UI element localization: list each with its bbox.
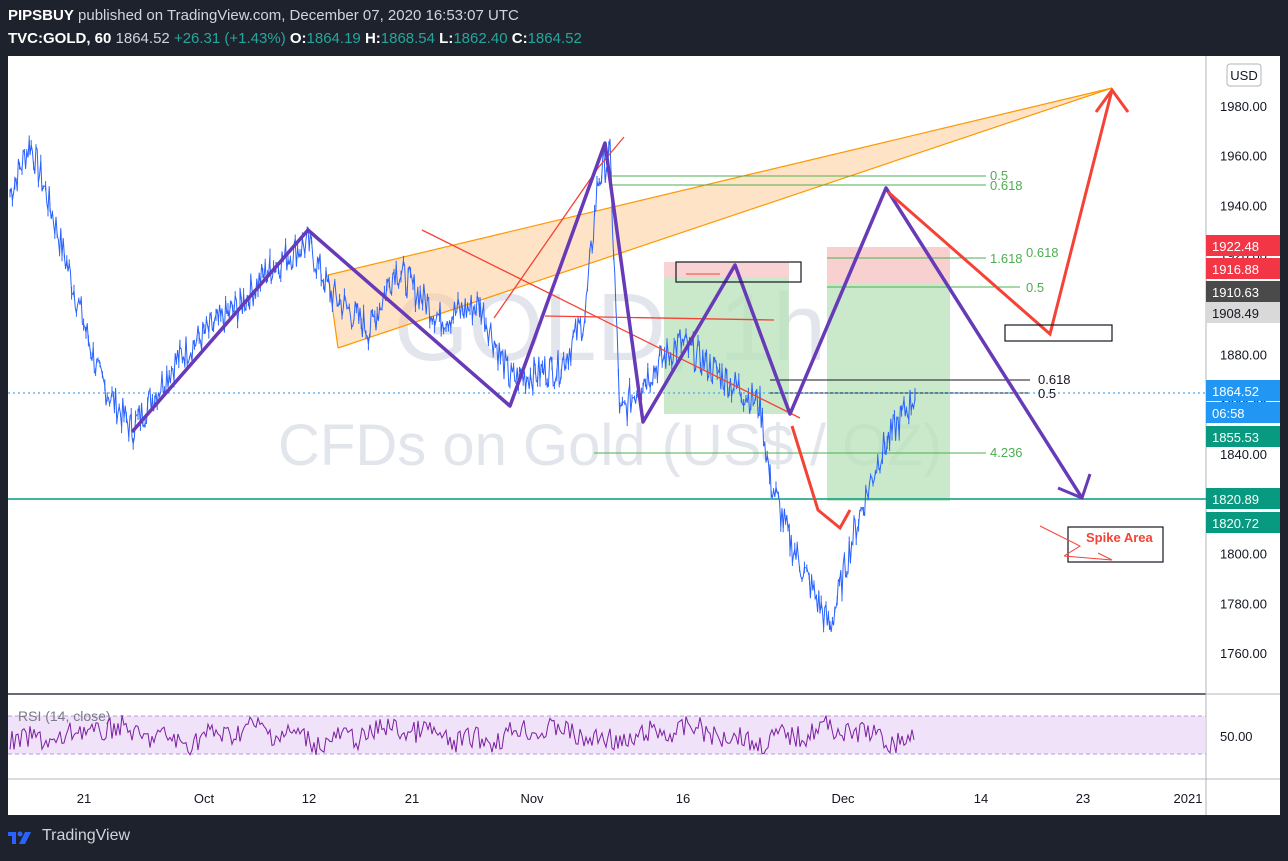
price-change: +26.31 (+1.43%): [173, 30, 286, 47]
spike-arrow-2: [1063, 552, 1113, 561]
position-2-stop-zone[interactable]: [827, 247, 950, 284]
tradingview-icon: [8, 831, 31, 844]
price-label-bg: [1206, 258, 1280, 279]
price-label-bg: [1206, 402, 1280, 423]
price-label: 1916.88: [1212, 262, 1259, 277]
time-tick-label: Oct: [194, 791, 215, 806]
time-tick-label: Nov: [520, 791, 544, 806]
price-label: 1922.48: [1212, 239, 1259, 254]
price-tick-label: 1760.00: [1220, 646, 1267, 661]
symbol-name[interactable]: TVC:GOLD, 60: [8, 30, 112, 47]
price-label-bg: [1206, 281, 1280, 302]
fib-label-mid-05: 0.5: [1026, 280, 1044, 295]
fib-label-top-0618: 0.618: [990, 178, 1023, 193]
time-scale-labels: 21 Oct 12 21 Nov 16 Dec 14 23 2021: [77, 791, 1203, 806]
close-value: 1864.52: [527, 30, 582, 47]
publish-line: PIPSBUY published on TradingView.com, De…: [8, 7, 519, 24]
time-tick-label: 21: [77, 791, 91, 806]
time-tick-label: 2021: [1174, 791, 1203, 806]
currency-label: USD: [1230, 68, 1257, 83]
price-line: [9, 138, 916, 632]
annotation-box-1[interactable]: [675, 261, 802, 283]
red-trendline-2[interactable]: [493, 167, 599, 319]
price-scale-labels: 1922.48 1916.88 1910.63 1908.49 1864.52 06:58…: [1206, 235, 1280, 533]
fib-label-4236: 4.236: [990, 445, 1023, 460]
fib-label-top-05: 0.5: [990, 168, 1008, 183]
time-tick-label: 23: [1076, 791, 1090, 806]
publisher-name[interactable]: PIPSBUY: [8, 7, 74, 24]
wedge-fill[interactable]: [328, 88, 1112, 348]
price-label: 1855.53: [1212, 430, 1259, 445]
open-value: 1864.19: [306, 30, 361, 47]
harmonic-pattern-path[interactable]: [130, 141, 1084, 499]
last-price: 1864.52: [115, 30, 170, 47]
rsi-line[interactable]: [9, 714, 915, 756]
published-text: published on TradingView.com, December 0…: [78, 7, 519, 24]
close-label: C:: [511, 30, 528, 47]
time-tick-label: Dec: [831, 791, 855, 806]
price-label: 06:58: [1212, 406, 1245, 421]
low-label: L:: [439, 30, 454, 47]
rsi-polyline: [9, 714, 915, 756]
fib-label-1618: 1.618: [990, 251, 1023, 266]
red-projection-down[interactable]: [790, 425, 852, 531]
high-value: 1868.54: [380, 30, 435, 47]
price-label-bg: [1206, 488, 1280, 509]
open-label: O:: [289, 30, 307, 47]
time-scale[interactable]: [8, 779, 1280, 815]
price-label-bg: [1206, 380, 1280, 401]
price-tick-label: 1840.00: [1220, 447, 1267, 462]
price-label-bg: [1206, 426, 1280, 447]
symbol-line: TVC:GOLD, 60 1864.52 +26.31 (+1.43%) O:1…: [8, 30, 582, 47]
time-tick-label: 12: [302, 791, 316, 806]
wedge-lower-line[interactable]: [337, 87, 1113, 349]
red-trendline-3[interactable]: [597, 136, 625, 169]
price-tick-label: 1800.00: [1220, 547, 1267, 562]
price-tick-label: 1940.00: [1220, 198, 1267, 213]
fib-label-low-05: 0.5: [1038, 386, 1056, 401]
price-label: 1820.89: [1212, 492, 1259, 507]
annotation-box-2[interactable]: [1004, 324, 1113, 342]
price-tick-label: 1780.00: [1220, 596, 1267, 611]
red-arrowhead-up: [1094, 87, 1130, 113]
footer: [0, 815, 1288, 861]
price-chart[interactable]: GOLD, 1h CFDs on Gold (US$ / OZ) 0.5 0.6…: [0, 0, 1288, 815]
low-value: 1862.40: [453, 30, 508, 47]
price-tick-label: 1960.00: [1220, 149, 1267, 164]
wedge-upper-line[interactable]: [327, 87, 1113, 276]
price-label: 1820.72: [1212, 516, 1259, 531]
tradingview-logo[interactable]: TradingView: [8, 827, 130, 845]
currency-button[interactable]: [1226, 63, 1262, 87]
time-tick-label: 14: [974, 791, 988, 806]
rsi-level-label: 50.00: [1220, 729, 1253, 744]
time-tick-label: 16: [676, 791, 690, 806]
chart-header: PIPSBUY published on TradingView.com, De…: [0, 0, 1288, 54]
price-label: 1908.49: [1212, 306, 1259, 321]
price-label: 1910.63: [1212, 285, 1259, 300]
price-series[interactable]: [9, 135, 916, 633]
high-label: H:: [364, 30, 381, 47]
rsi-title[interactable]: RSI (14, close): [18, 708, 111, 724]
pattern-arrowhead: [1057, 473, 1092, 501]
price-tick-label: 1880.00: [1220, 348, 1267, 363]
price-label-bg: [1206, 512, 1280, 533]
red-projection-up[interactable]: [887, 89, 1114, 337]
fib-label-mid-0618: 0.618: [1026, 245, 1059, 260]
red-horizontal-line[interactable]: [544, 315, 775, 321]
price-label-bg: [1206, 302, 1280, 323]
spike-arrow: [1039, 525, 1082, 557]
price-label-bg: [1206, 235, 1280, 256]
time-tick-label: 21: [405, 791, 419, 806]
price-tick-label: 1980.00: [1220, 99, 1267, 114]
rsi-band: [8, 716, 1206, 754]
tradingview-brand: TradingView: [42, 827, 131, 844]
price-label: 1864.52: [1212, 384, 1259, 399]
spike-area-box[interactable]: [1067, 526, 1164, 563]
spike-area-label: Spike Area: [1086, 530, 1153, 545]
red-trendline-1[interactable]: [421, 229, 801, 419]
position-1-stop-zone[interactable]: [664, 262, 789, 277]
position-1-target-zone[interactable]: [664, 277, 789, 414]
fib-label-low-0618: 0.618: [1038, 372, 1071, 387]
